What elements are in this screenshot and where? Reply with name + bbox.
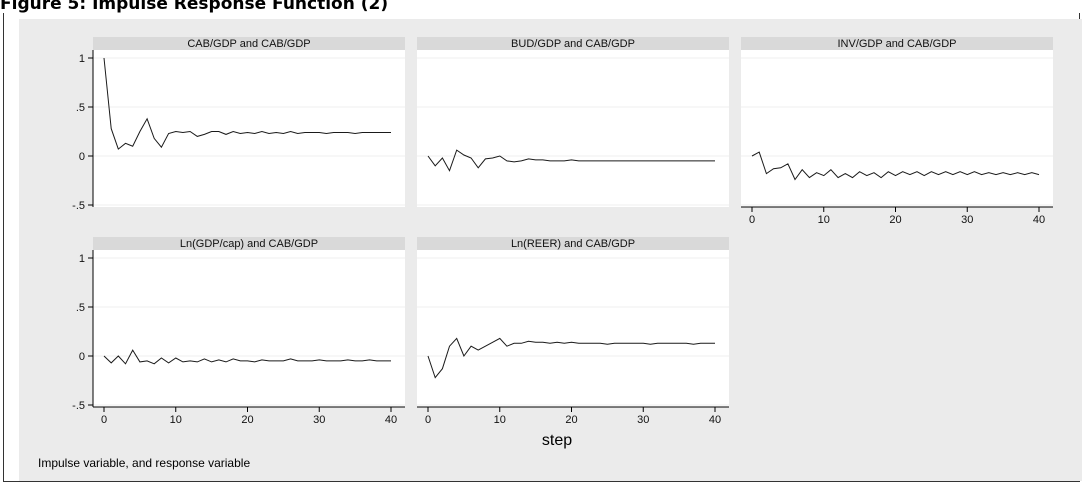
x-tick-label: 40 (709, 414, 721, 426)
figure-note: Impulse variable, and response variable (38, 456, 250, 470)
y-tick-label: .5 (76, 302, 85, 314)
panel-2: INV/GDP and CAB/GDP 0 10 20 30 40 (741, 37, 1053, 226)
irf-series-line (103, 349, 391, 365)
x-tick-label: 10 (818, 214, 830, 226)
x-tick-label: 40 (1033, 214, 1045, 226)
panels-layer: CAB/GDP and CAB/GDP 1 .5 0 -.5 BUD/GDP and CA… (72, 37, 1053, 426)
x-tick-label: 20 (889, 214, 901, 226)
panel-1: BUD/GDP and CAB/GDP (417, 37, 729, 207)
irf-series-line (427, 149, 715, 172)
plot-area (741, 50, 1053, 207)
panel-title-strip (93, 237, 405, 250)
panel-title: Ln(REER) and CAB/GDP (511, 238, 635, 250)
panel-title: Ln(GDP/cap) and CAB/GDP (180, 238, 318, 250)
y-tick-label: 0 (79, 351, 85, 363)
x-axis-label: step (542, 432, 572, 449)
plot-area (417, 50, 729, 207)
x-tick-label: 30 (637, 414, 649, 426)
irf-series-line (427, 337, 715, 379)
irf-series-line (751, 151, 1040, 181)
plot-area (93, 50, 405, 207)
y-tick-label: -.5 (72, 200, 85, 212)
x-tick-label: 40 (385, 414, 397, 426)
x-tick-label: 30 (961, 214, 973, 226)
panel-0: CAB/GDP and CAB/GDP 1 .5 0 -.5 (72, 37, 405, 212)
panel-title-strip (741, 37, 1053, 50)
panel-title: INV/GDP and CAB/GDP (837, 38, 956, 50)
irf-series-line (103, 57, 391, 150)
panel-title-strip (93, 37, 405, 50)
y-tick-label: 1 (79, 253, 85, 265)
y-tick-label: 0 (79, 151, 85, 163)
y-tick-label: 1 (79, 53, 85, 65)
x-tick-label: 20 (565, 414, 577, 426)
x-tick-label: 0 (749, 214, 755, 226)
panel-4: Ln(REER) and CAB/GDP 0 10 20 30 40 (417, 237, 729, 426)
x-tick-label: 0 (425, 414, 431, 426)
y-tick-label: -.5 (72, 400, 85, 412)
x-tick-label: 30 (313, 414, 325, 426)
panel-title: BUD/GDP and CAB/GDP (511, 38, 635, 50)
panel-title: CAB/GDP and CAB/GDP (187, 38, 310, 50)
y-tick-label: .5 (76, 102, 85, 114)
panel-title-strip (417, 37, 729, 50)
x-tick-label: 10 (494, 414, 506, 426)
plot-area (417, 250, 729, 407)
figure-title: Figure 5: Impulse Response Function (2) (0, 0, 389, 14)
panel-3: Ln(GDP/cap) and CAB/GDP 1 .5 0 -.5 0 10 20 30 40 (72, 237, 405, 426)
x-tick-label: 20 (241, 414, 253, 426)
x-tick-label: 0 (101, 414, 107, 426)
plot-area (93, 250, 405, 407)
panel-title-strip (417, 237, 729, 250)
x-tick-label: 10 (170, 414, 182, 426)
